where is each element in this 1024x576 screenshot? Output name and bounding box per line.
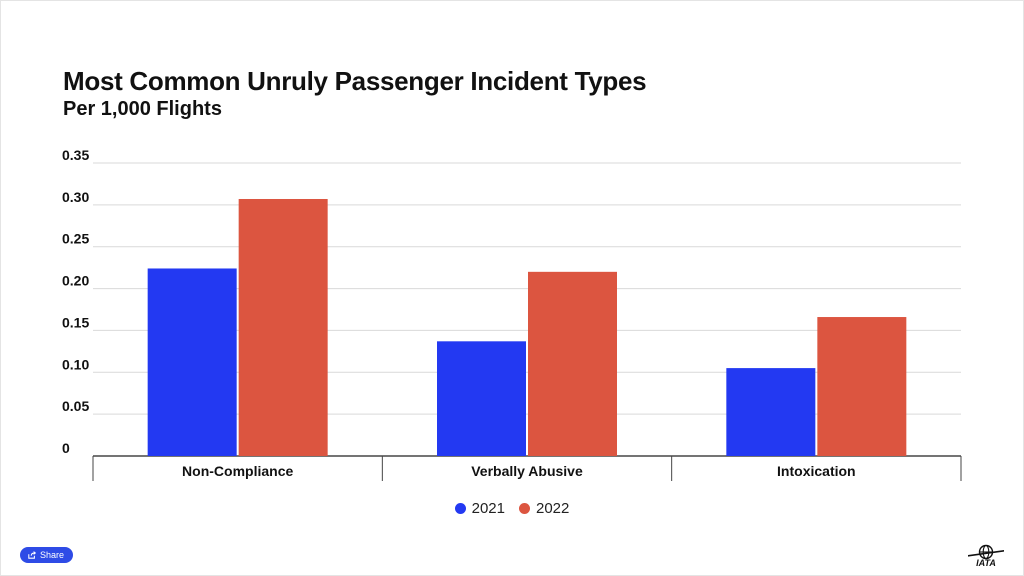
- iata-logo: IATA: [968, 544, 1004, 568]
- logo-text: IATA: [976, 558, 996, 568]
- legend-swatch-2022: [519, 503, 530, 514]
- legend-item-2021: 2021: [454, 500, 505, 517]
- chart-subtitle: Per 1,000 Flights: [63, 98, 222, 120]
- bar-2021-0: [147, 268, 237, 456]
- share-icon: [28, 551, 36, 559]
- globe-icon: [968, 544, 1004, 560]
- bar-2021-2: [726, 368, 816, 456]
- x-tick-label: Non-Compliance: [182, 463, 293, 479]
- share-label: Share: [40, 550, 65, 560]
- y-tick-label: 0.20: [62, 273, 89, 289]
- y-tick-label: 0.30: [62, 189, 89, 205]
- x-tick-label: Intoxication: [777, 463, 856, 479]
- chart-title: Most Common Unruly Passenger Incident Ty…: [63, 66, 647, 96]
- y-tick-label: 0.15: [62, 314, 89, 330]
- y-tick-label: 0.35: [62, 147, 89, 163]
- y-tick-label: 0: [62, 440, 70, 456]
- y-tick-label: 0.25: [62, 231, 89, 247]
- legend-label-2021: 2021: [471, 500, 505, 517]
- bar-2021-1: [437, 341, 526, 456]
- bar-2022-2: [817, 317, 907, 456]
- x-tick-label: Verbally Abusive: [471, 463, 583, 479]
- y-tick-label: 0.05: [62, 398, 89, 414]
- legend-swatch-2021: [454, 503, 466, 514]
- chart-legend: 2021 2022: [0, 500, 1024, 517]
- bar-2022-0: [238, 198, 328, 457]
- share-button[interactable]: Share: [20, 547, 74, 563]
- legend-item-2022: 2022: [519, 500, 569, 517]
- bar-2022-1: [528, 271, 617, 456]
- legend-label-2022: 2022: [536, 500, 570, 517]
- y-tick-label: 0.10: [62, 356, 89, 372]
